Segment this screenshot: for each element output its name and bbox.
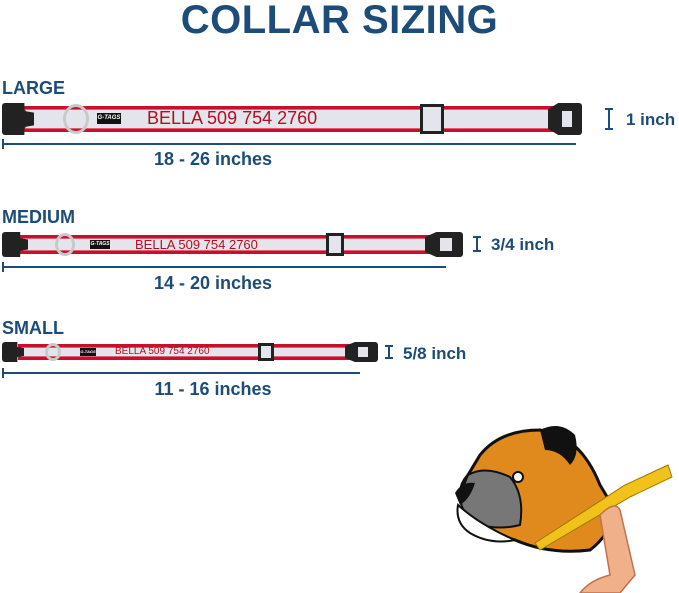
range-small: 11 - 16 inches: [154, 379, 272, 399]
range-large: 18 - 26 inches: [153, 149, 273, 169]
dog-ear: [540, 426, 577, 465]
width-label-small: 5/8 inch: [403, 344, 467, 363]
width-bracket-icon: [605, 108, 613, 130]
d-ring: [63, 104, 89, 134]
finger: [579, 505, 636, 593]
measure-line: [2, 368, 360, 378]
page-title: COLLAR SIZING: [180, 0, 499, 42]
width-bracket-icon: [473, 236, 481, 252]
dog-jaw: [456, 503, 519, 543]
brand-tag: G-TAGS: [97, 113, 121, 124]
boxer-dog-illustration: [455, 426, 673, 593]
width-bracket-icon: [385, 345, 393, 359]
range-medium: 14 - 20 inches: [153, 273, 273, 293]
slider: [258, 343, 274, 361]
measure-line: [2, 262, 446, 272]
measuring-tape: [534, 464, 673, 551]
brand-tag: G-TAGS: [90, 240, 110, 249]
size-label-medium: MEDIUM: [2, 207, 75, 227]
size-label-large: LARGE: [2, 78, 65, 98]
collar-text: BELLA 509 754 2760: [147, 108, 318, 128]
slider: [420, 104, 444, 134]
width-label-medium: 3/4 inch: [491, 235, 555, 254]
buckle-right: [345, 342, 378, 362]
buckle-right: [425, 232, 463, 257]
d-ring: [55, 233, 75, 256]
brand-tag: G-TAGS: [80, 348, 96, 356]
measure-line: [2, 139, 576, 149]
d-ring: [45, 343, 61, 361]
buckle-right: [548, 103, 582, 135]
size-label-small: SMALL: [2, 318, 64, 338]
slider: [326, 233, 344, 256]
collar-text: BELLA 509 754 2760: [115, 346, 210, 357]
collar-text: BELLA 509 754 2760: [135, 237, 258, 252]
dog-nose: [455, 482, 475, 505]
width-label-large: 1 inch: [626, 110, 676, 129]
dog-eye: [512, 471, 524, 483]
